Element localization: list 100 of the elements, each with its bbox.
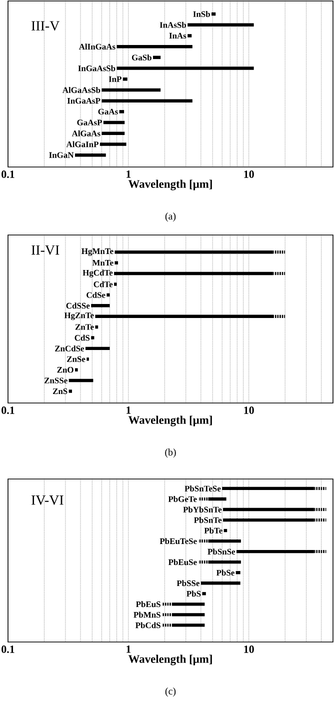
bar [236, 571, 240, 574]
y-tick-label: InP [108, 76, 122, 82]
bar [314, 550, 326, 554]
y-tick-label: AlGaAsSb [62, 86, 100, 93]
x-tick-label: 1 [126, 406, 131, 414]
y-tick-label: PbSSe [176, 580, 200, 586]
bar [68, 390, 72, 393]
y-tick-label: CdTe [94, 281, 113, 288]
bar [74, 368, 78, 372]
bar [314, 486, 326, 490]
bar [188, 34, 192, 38]
y-tick-label: ZnTe [75, 324, 94, 330]
y-tick-label: PbTe [204, 528, 222, 534]
y-tick-label: PbSnSe [208, 548, 236, 555]
bar [152, 56, 161, 60]
bar [314, 518, 326, 522]
x-axis-title: Wavelength [μm] [128, 180, 212, 190]
y-tick-label: HgCdTe [82, 270, 113, 278]
y-tick-label: GaAsP [77, 120, 102, 126]
y-tick-label: AlInGaAs [78, 44, 116, 50]
bar [91, 336, 94, 340]
text: III-V [32, 21, 60, 31]
y-tick-label: ZnSe [67, 356, 86, 362]
x-tick-label: 10 [244, 406, 254, 414]
bar [208, 560, 241, 564]
bar [85, 346, 110, 350]
x-axis-title: Wavelength [μm] [128, 654, 212, 666]
bar [68, 378, 94, 382]
y-tick-label: PbYbSnTe [183, 506, 222, 512]
y-tick-label: InGaAsSb [78, 65, 116, 72]
y-tick-label: InAsSb [160, 22, 186, 28]
bar [103, 120, 125, 124]
y-tick-label: ZnO [57, 366, 74, 373]
bar [102, 88, 161, 92]
bar [102, 132, 125, 135]
text: (a) [165, 212, 176, 222]
y-tick-label: PbSnTeSe [184, 485, 221, 492]
bar [273, 314, 286, 318]
y-tick-label: InSb [193, 11, 210, 17]
text: IV-VI [32, 496, 64, 505]
bar [314, 508, 326, 512]
y-tick-label: CdSe [86, 292, 106, 298]
y-tick-label: PbSnTe [194, 517, 222, 523]
bar [114, 261, 118, 264]
bar [114, 282, 117, 286]
bar [106, 293, 110, 297]
y-tick-label: MnTe [92, 260, 114, 266]
x-tick-label: 10 [244, 646, 254, 653]
bar [122, 77, 128, 81]
x-tick-label: 1 [126, 646, 131, 653]
bar [172, 624, 205, 627]
y-tick-label: PbEuS [136, 601, 160, 608]
y-tick-label: PbGeTe [168, 496, 197, 502]
y-tick-label: ZnCdSe [55, 345, 84, 352]
x-tick-label: 0.1 [2, 646, 14, 653]
bar [198, 497, 208, 501]
bar [95, 325, 98, 329]
text: (c) [165, 688, 176, 697]
bar [74, 153, 106, 157]
y-tick-label: PbSe [216, 570, 234, 576]
y-tick-label: PbEuSe [168, 559, 197, 566]
bar [200, 582, 240, 585]
y-tick-label: PbS [186, 590, 201, 597]
y-tick-label: GaSb [132, 54, 152, 60]
bar [208, 539, 241, 543]
x-tick-label: 0.1 [2, 406, 14, 414]
bar [198, 539, 208, 543]
y-tick-label: InGaAsP [67, 98, 100, 104]
bar [198, 560, 208, 564]
bar [102, 99, 192, 102]
x-tick-label: 1 [126, 170, 131, 178]
text: II-VI [32, 245, 60, 255]
bar [273, 272, 286, 276]
y-tick-label: PbMnS [134, 612, 160, 618]
y-tick-label: CdSSe [66, 302, 90, 309]
y-tick-label: InAs [169, 32, 186, 39]
bar [273, 250, 286, 254]
y-tick-label: InGaN [49, 152, 74, 158]
y-tick-label: ZnS [52, 388, 68, 394]
y-tick-label: PbCdS [136, 622, 160, 628]
x-axis-title: Wavelength [μm] [128, 416, 212, 426]
bar [172, 602, 205, 606]
y-tick-label: HgMnTe [82, 248, 114, 256]
bar [116, 44, 192, 48]
x-tick-label: 10 [244, 170, 254, 178]
y-tick-label: AlGaInP [66, 141, 98, 148]
y-tick-label: PbEuTeSe [160, 538, 197, 544]
bar [202, 592, 206, 596]
text: (b) [165, 448, 176, 458]
bar [212, 12, 216, 16]
bar [208, 497, 226, 501]
y-tick-label: HgZnTe [64, 312, 94, 320]
bar [172, 613, 205, 616]
y-tick-label: CdS [74, 334, 90, 341]
bar [91, 304, 110, 308]
bar [119, 110, 124, 114]
x-tick-label: 0.1 [2, 170, 14, 178]
y-tick-label: AlGaAs [72, 130, 100, 136]
bar [100, 142, 126, 146]
y-tick-label: GaAs [98, 108, 118, 115]
